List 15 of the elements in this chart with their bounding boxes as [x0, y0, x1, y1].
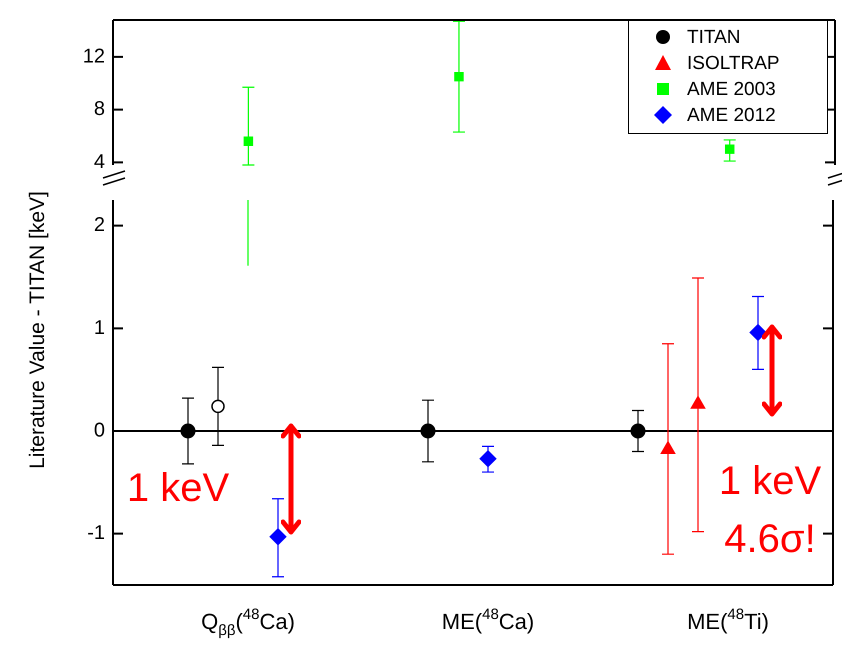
legend-label: AME 2012 [687, 105, 776, 126]
y-tick-label: 2 [94, 214, 105, 236]
legend-label: ISOLTRAP [687, 53, 780, 74]
legend-label: TITAN [687, 27, 740, 48]
y-tick-label: 0 [94, 420, 105, 442]
y-tick-label: -1 [87, 522, 105, 544]
annotation: 4.6σ! [724, 517, 816, 562]
annotation: 1 keV [718, 459, 822, 504]
annotation: 1 keV [126, 466, 230, 510]
y-axis-title: Literature Value - TITAN [keV] [26, 191, 50, 469]
y-tick-label: 8 [94, 98, 105, 120]
y-tick-label: 1 [94, 316, 105, 339]
legend-label: AME 2003 [687, 79, 776, 100]
y-tick-label: 12 [82, 45, 105, 68]
y-tick-label: 4 [94, 150, 105, 173]
